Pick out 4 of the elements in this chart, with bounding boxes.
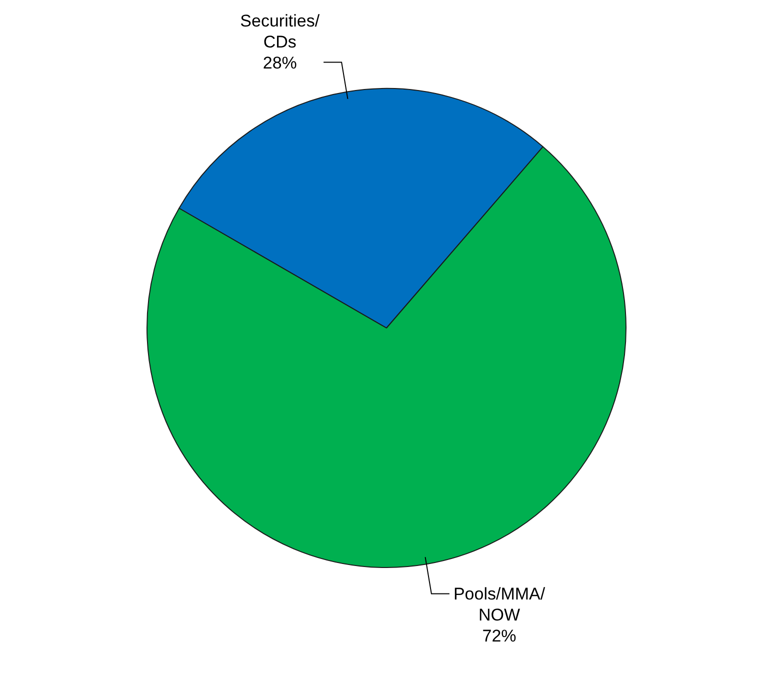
data-label: 28%	[262, 53, 297, 72]
slice-label: Pools/MMA/NOW	[453, 584, 546, 625]
slice-label: Securities/CDs	[240, 11, 320, 52]
data-label: 72%	[482, 626, 516, 646]
